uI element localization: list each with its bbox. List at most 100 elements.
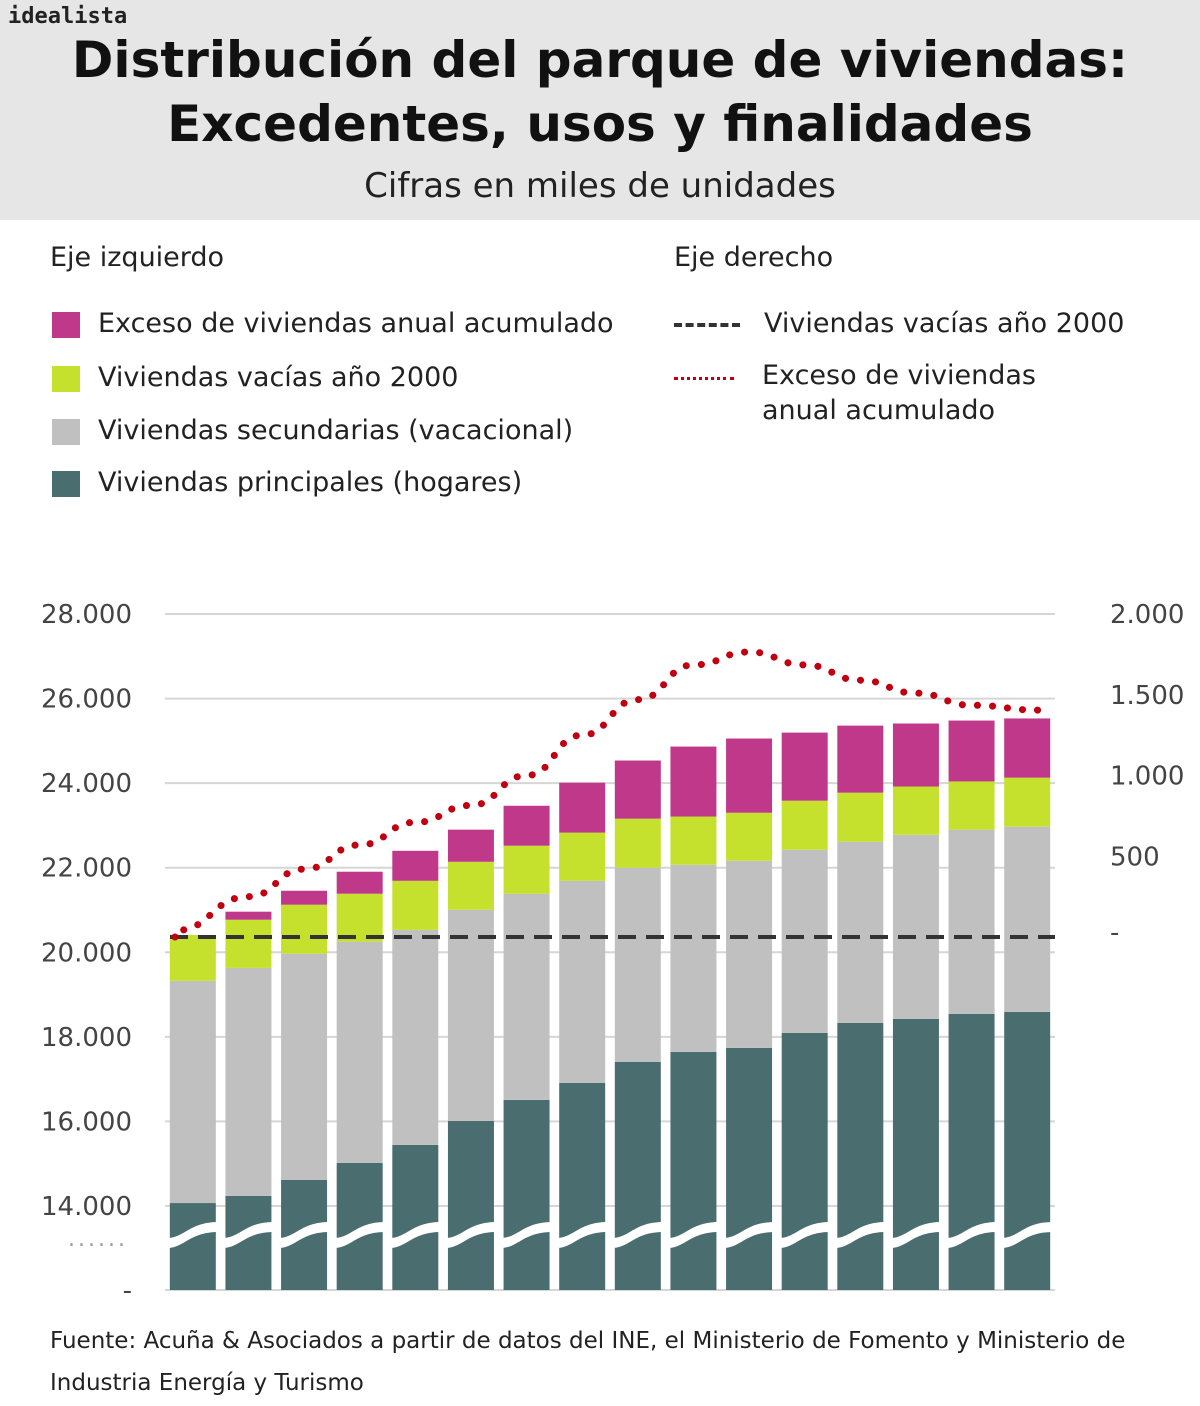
axis-break-wave [500, 1222, 553, 1248]
bar-segment-viviendas-principales-hogares- [837, 1022, 884, 1290]
bar-segment-exceso-de-viviendas-anual-acumulado [559, 782, 606, 833]
right-tick-label: 2.000 [1110, 600, 1184, 630]
bar-segment-viviendas-secundarias-vacacional- [281, 953, 328, 1180]
bar-segment-viviendas-vac-as-a-o- [503, 845, 550, 894]
legend-label: Viviendas principales (hogares) [98, 467, 523, 498]
legend-item-dashed: Viviendas vacías año 2000 [674, 308, 1124, 339]
right-tick-label: 500 [1110, 842, 1160, 872]
legend-item-exceso: Exceso de viviendas anual acumulado [52, 308, 614, 339]
left-tick-label: 16.000 [41, 1107, 132, 1137]
legend-label: Viviendas vacías año 2000 [98, 362, 459, 393]
axis-break-wave [723, 1222, 776, 1248]
legend-label: Exceso de viviendas anual acumulado [98, 308, 614, 339]
left-tick-label: 28.000 [41, 600, 132, 630]
axis-break-wave [667, 1222, 720, 1248]
bar-segment-viviendas-secundarias-vacacional- [670, 864, 717, 1052]
chart-title: Distribución del parque de viviendas: Ex… [0, 28, 1200, 156]
bar-segment-exceso-de-viviendas-anual-acumulado [225, 911, 272, 920]
title-line-1: Distribución del parque de viviendas: [71, 31, 1129, 89]
bar-segment-viviendas-principales-hogares- [670, 1051, 717, 1290]
legend-left-heading: Eje izquierdo [50, 242, 225, 273]
left-tick-label: - [123, 1276, 132, 1306]
bar-segment-exceso-de-viviendas-anual-acumulado [726, 738, 773, 813]
bar-segment-viviendas-principales-hogares- [948, 1013, 995, 1290]
bar-segment-viviendas-vac-as-a-o- [670, 816, 717, 865]
bar-segment-viviendas-vac-as-a-o- [336, 893, 383, 942]
legend-label: Viviendas vacías año 2000 [764, 308, 1125, 339]
axis-break-wave [945, 1222, 998, 1248]
axis-break-wave [778, 1222, 831, 1248]
bar-segment-viviendas-principales-hogares- [781, 1032, 828, 1290]
axis-break-wave [166, 1222, 219, 1248]
bar-segment-viviendas-vac-as-a-o- [447, 861, 494, 910]
axis-break-wave [278, 1222, 331, 1248]
axis-break-wave [333, 1222, 386, 1248]
axis-break-wave [834, 1222, 887, 1248]
bar-segment-viviendas-vac-as-a-o- [559, 832, 606, 881]
bar-segment-viviendas-principales-hogares- [392, 1144, 439, 1290]
bar-segment-viviendas-vac-as-a-o- [948, 781, 995, 830]
axis-break-wave [389, 1222, 442, 1248]
bar-segment-exceso-de-viviendas-anual-acumulado [948, 720, 995, 782]
bar-segment-viviendas-vac-as-a-o- [225, 919, 272, 968]
bar-segment-viviendas-vac-as-a-o- [781, 800, 828, 850]
bar-segment-viviendas-vac-as-a-o- [726, 812, 773, 861]
left-tick-label: 20.000 [41, 938, 132, 968]
idealista-logo: idealista [8, 4, 128, 29]
bar-segment-viviendas-secundarias-vacacional- [726, 860, 773, 1048]
bar-segment-exceso-de-viviendas-anual-acumulado [503, 805, 550, 846]
bar-segment-viviendas-secundarias-vacacional- [837, 841, 884, 1023]
bar-segment-viviendas-principales-hogares- [892, 1018, 939, 1290]
legend-item-secundarias: Viviendas secundarias (vacacional) [52, 415, 573, 446]
bar-segment-exceso-de-viviendas-anual-acumulado [837, 725, 884, 793]
title-line-2: Excedentes, usos y finalidades [167, 95, 1033, 153]
bar-segment-viviendas-vac-as-a-o- [837, 792, 884, 842]
bar-segment-viviendas-secundarias-vacacional- [447, 909, 494, 1122]
bar-segment-viviendas-principales-hogares- [726, 1047, 773, 1290]
bar-segment-viviendas-principales-hogares- [1004, 1011, 1051, 1290]
legend-item-principales: Viviendas principales (hogares) [52, 467, 522, 498]
bar-segment-viviendas-secundarias-vacacional- [614, 867, 661, 1062]
left-tick-label: 22.000 [41, 854, 132, 884]
bar-segment-exceso-de-viviendas-anual-acumulado [614, 760, 661, 819]
bar-segment-viviendas-secundarias-vacacional- [169, 980, 216, 1204]
bar-segment-viviendas-principales-hogares- [559, 1082, 606, 1290]
axis-break-wave [889, 1222, 942, 1248]
legend-swatch [52, 471, 80, 497]
header: idealista Distribución del parque de viv… [0, 0, 1200, 220]
axis-break-wave [556, 1222, 609, 1248]
dotted-line-symbol [674, 377, 734, 380]
dashed-line-symbol [674, 323, 740, 327]
bar-segment-viviendas-secundarias-vacacional- [1004, 826, 1051, 1012]
legend-label: Exceso de viviendas anual acumulado [762, 360, 1036, 426]
axis-break-wave [222, 1222, 275, 1248]
bar-segment-viviendas-secundarias-vacacional- [559, 880, 606, 1083]
bar-segment-exceso-de-viviendas-anual-acumulado [670, 746, 717, 817]
left-tick-label: 26.000 [41, 685, 132, 715]
bar-segment-exceso-de-viviendas-anual-acumulado [1004, 718, 1051, 778]
chart-subtitle: Cifras en miles de unidades [364, 166, 836, 206]
bar-segment-exceso-de-viviendas-anual-acumulado [336, 871, 383, 894]
axis-break-wave [444, 1222, 497, 1248]
axis-break-wave [1001, 1222, 1054, 1248]
bar-segment-viviendas-vac-as-a-o- [1004, 777, 1051, 827]
left-tick-label: 14.000 [41, 1192, 132, 1222]
right-tick-label: 1.000 [1110, 762, 1184, 792]
bar-segment-viviendas-principales-hogares- [169, 1203, 216, 1290]
bar-segment-viviendas-vac-as-a-o- [392, 880, 439, 930]
bar-segment-exceso-de-viviendas-anual-acumulado [447, 829, 494, 862]
bar-segment-viviendas-secundarias-vacacional- [336, 941, 383, 1163]
bar-segment-viviendas-vac-as-a-o- [169, 934, 216, 981]
bar-segment-exceso-de-viviendas-anual-acumulado [392, 850, 439, 881]
left-tick-label: 24.000 [41, 769, 132, 799]
bar-segment-viviendas-principales-hogares- [503, 1099, 550, 1290]
bar-segment-viviendas-secundarias-vacacional- [225, 967, 272, 1196]
legend-swatch [52, 312, 80, 338]
bar-segment-viviendas-secundarias-vacacional- [948, 829, 995, 1014]
left-tick-label: 18.000 [41, 1023, 132, 1053]
bar-segment-viviendas-secundarias-vacacional- [892, 834, 939, 1019]
legend-label: Viviendas secundarias (vacacional) [98, 415, 574, 446]
legend-item-vacias: Viviendas vacías año 2000 [52, 362, 458, 393]
legend-swatch [52, 366, 80, 392]
